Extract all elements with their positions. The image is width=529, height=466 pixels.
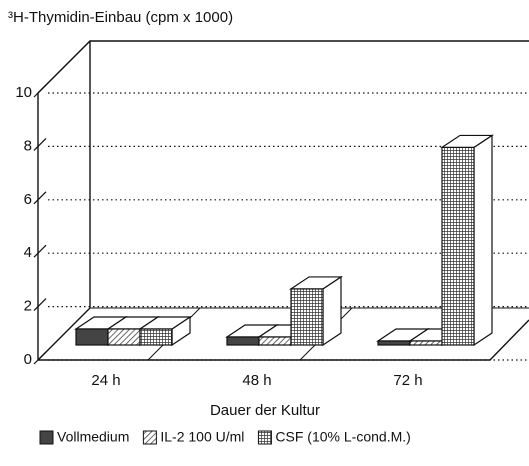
x-axis-title: Dauer der Kultur — [210, 402, 320, 419]
y-tick-label: 0 — [24, 351, 32, 368]
y-axis-title: ³H-Thymidin-Einbau (cpm x 1000) — [8, 9, 233, 26]
bar-front — [258, 336, 292, 346]
x-tick-label: 48 h — [242, 372, 271, 389]
y-tick-label: 4 — [24, 244, 32, 261]
bar-side — [473, 134, 493, 347]
y-tick-label: 10 — [15, 84, 32, 101]
tick-mark — [33, 191, 47, 205]
bar-front — [226, 336, 260, 346]
bar-front — [441, 146, 475, 346]
y-tick-label: 6 — [24, 191, 32, 208]
bar — [289, 275, 343, 347]
legend-label: Vollmedium — [57, 429, 129, 445]
x-tick-label: 24 h — [91, 372, 120, 389]
y-tick-label: 2 — [24, 298, 32, 315]
bar-front — [409, 340, 443, 346]
bar-front — [377, 340, 411, 346]
tick-mark — [33, 137, 47, 151]
tick-mark — [33, 84, 47, 98]
bar-front — [139, 328, 173, 346]
tick-mark — [33, 244, 47, 258]
legend-swatch — [142, 430, 157, 445]
legend-label: IL-2 100 U/ml — [160, 429, 244, 445]
legend-swatch — [257, 430, 272, 445]
x-tick-label: 72 h — [393, 372, 422, 389]
tick-mark — [33, 351, 47, 365]
bar-front — [107, 328, 141, 346]
bar — [138, 315, 192, 347]
y-tick-label: 8 — [24, 137, 32, 154]
legend-label: CSF (10% L-cond.M.) — [275, 429, 410, 445]
tick-mark — [33, 298, 47, 312]
bar-front — [290, 288, 324, 346]
bar-front — [75, 328, 109, 346]
bar — [440, 134, 494, 347]
legend-swatch — [39, 430, 54, 445]
